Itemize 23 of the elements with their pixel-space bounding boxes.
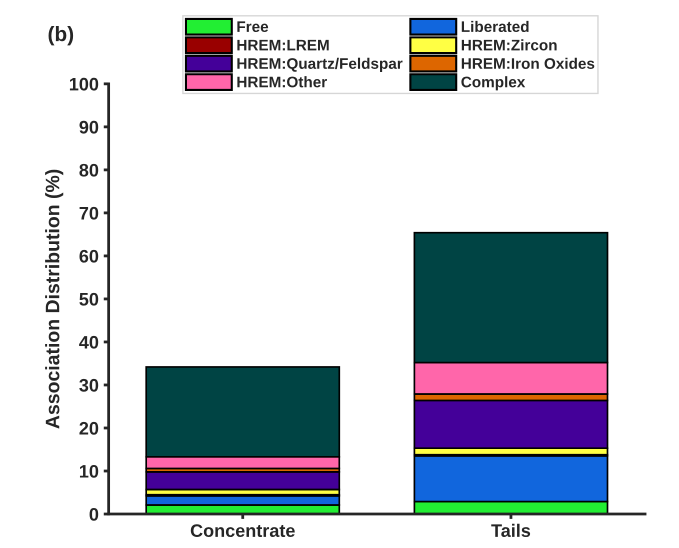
y-tick-label: 20 (79, 422, 98, 435)
y-axis-title: Association Distribution (%) (45, 170, 64, 429)
legend-label: HREM:Other (237, 76, 327, 88)
y-tick-label: 10 (80, 464, 98, 478)
x-tick-label: Tails (491, 524, 530, 538)
y-tick-label: 60 (79, 250, 98, 263)
legend-label: Liberated (462, 20, 529, 32)
legend-label: HREM:LREM (237, 40, 329, 50)
legend-label: HREM:Zircon (462, 39, 557, 50)
y-tick-label: 0 (90, 508, 98, 521)
y-tick-label: 100 (70, 78, 98, 91)
y-tick-label: 40 (79, 336, 98, 349)
x-tick-label: Concentrate (190, 524, 295, 538)
y-tick-label: 80 (79, 164, 98, 177)
legend-label: Free (237, 21, 268, 32)
y-tick-label: 90 (79, 120, 98, 134)
y-tick-label: 30 (79, 378, 98, 392)
y-tick-label: 50 (79, 292, 98, 306)
y-tick-label: 70 (80, 206, 98, 220)
legend-label: HREM:Iron Oxides (462, 58, 594, 69)
legend-label: HREM:Quartz/Feldspar (237, 58, 403, 72)
legend-label: Complex (461, 76, 526, 90)
chart-title: (b) (48, 26, 74, 46)
